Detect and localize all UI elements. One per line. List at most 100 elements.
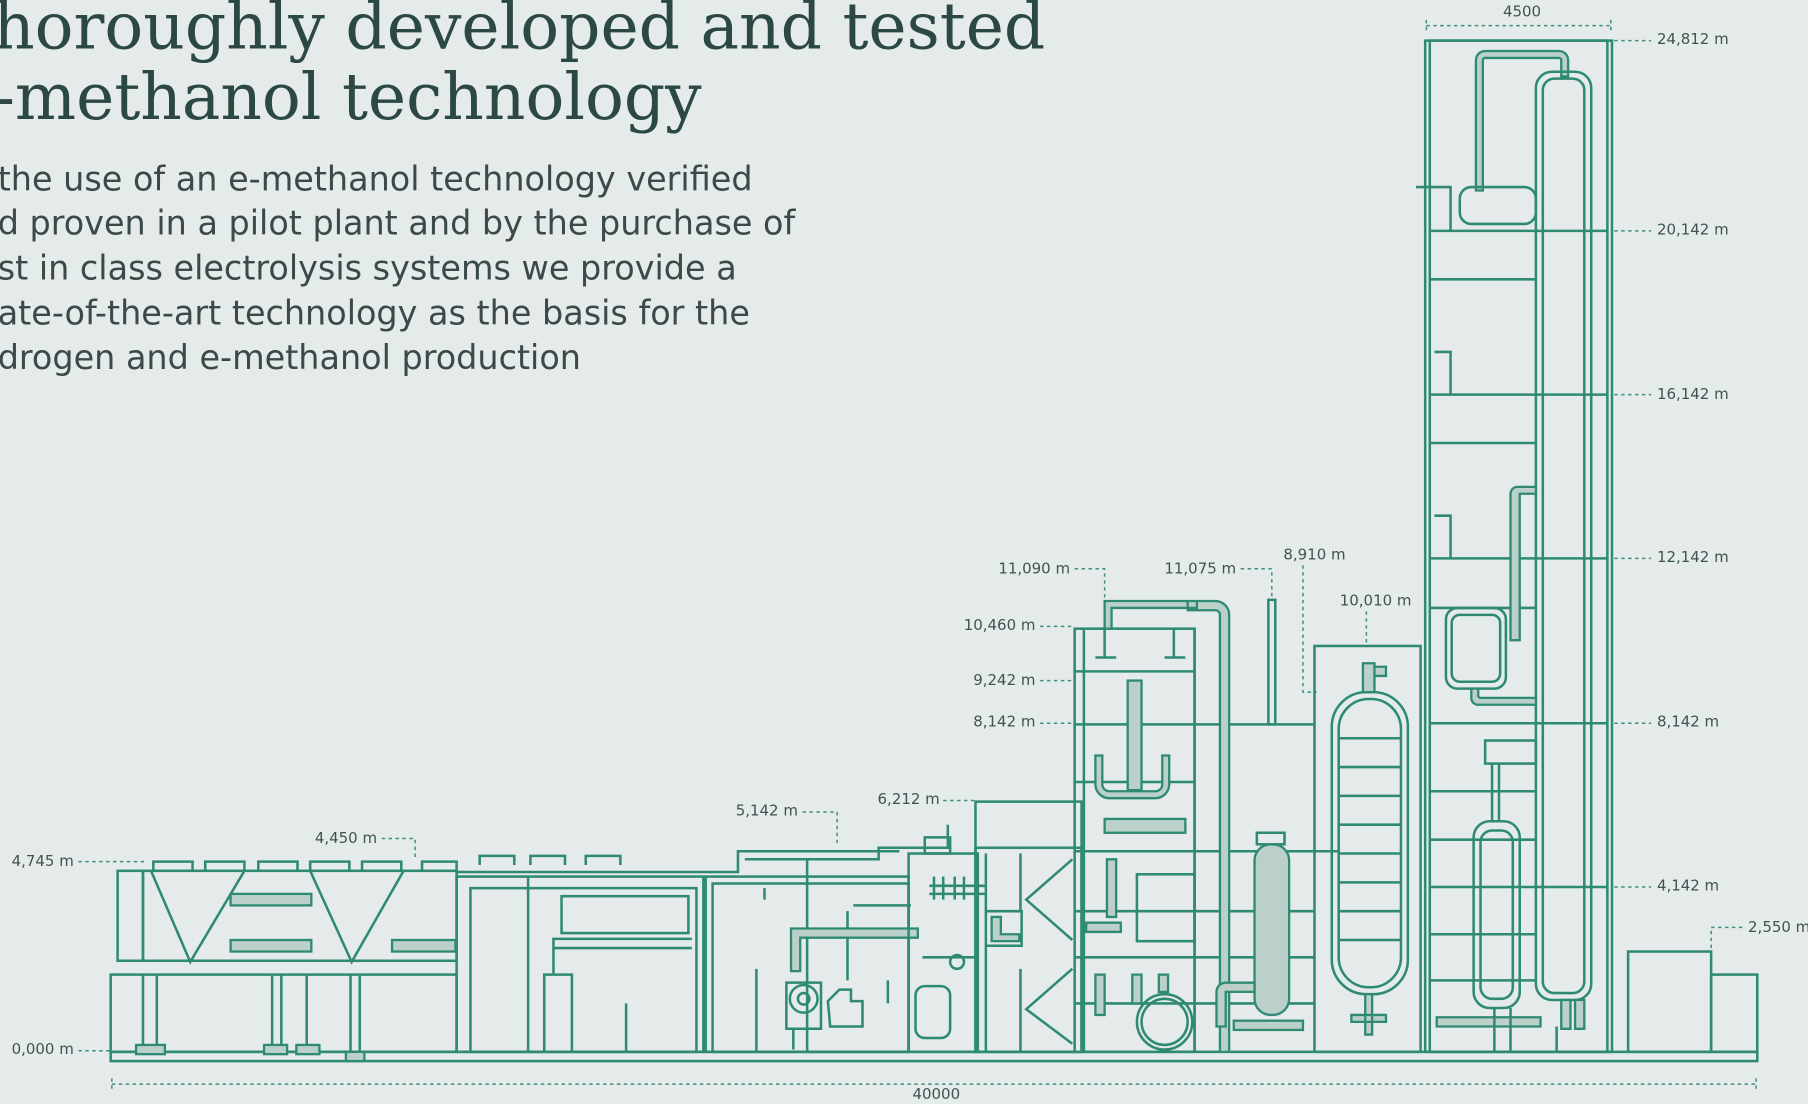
plant-outline xyxy=(1626,950,1713,1054)
plant-outline xyxy=(134,1043,167,1056)
plant-outline xyxy=(789,927,919,973)
dimension-label: 8,142 m xyxy=(973,713,1035,731)
dimension-leader xyxy=(1074,565,1368,693)
plant-outline xyxy=(1094,754,1171,800)
dimension-label: 20,142 m xyxy=(1657,220,1729,238)
plant-outline xyxy=(1490,763,1501,822)
plant-outline xyxy=(1428,39,1609,1054)
plant-outline xyxy=(788,983,819,1014)
dimension-label: 2,550 m xyxy=(1748,918,1808,936)
plant-outline xyxy=(1255,831,1286,846)
dimension-leader xyxy=(1614,39,1652,888)
plant-outline xyxy=(262,1043,289,1056)
dimension-label: 4,745 m xyxy=(12,852,74,870)
plant-outline xyxy=(1338,736,1401,942)
dimension-label: 11,090 m xyxy=(998,559,1070,577)
plant-outline xyxy=(948,953,966,971)
plant-outline xyxy=(914,984,952,1040)
plant-outline xyxy=(1435,998,1586,1030)
plant-outline xyxy=(344,1050,366,1063)
dimension-leader xyxy=(78,19,1757,1090)
plant-outline xyxy=(295,1043,321,1056)
plant-outline xyxy=(1474,49,1570,192)
dimension-label: 12,142 m xyxy=(1657,548,1729,566)
dimension-label: 10,460 m xyxy=(964,616,1036,634)
plant-outline xyxy=(1337,697,1403,989)
plant-outline xyxy=(1472,819,1522,1010)
plant-outline xyxy=(1313,644,1422,1054)
plant-outline xyxy=(990,915,1021,943)
plant-outline xyxy=(1215,981,1256,1028)
plant-outline xyxy=(744,824,950,1052)
heading-line: -methanol technology xyxy=(0,60,702,135)
plant-outline xyxy=(922,876,988,959)
dimension-label: 9,242 m xyxy=(973,671,1035,689)
plant-outline xyxy=(390,938,457,953)
intro-line: the use of an e-methanol technology veri… xyxy=(0,160,753,199)
plant-outline xyxy=(1135,873,1196,943)
plant-outline xyxy=(1458,185,1538,226)
dimension-label: 8,910 m xyxy=(1283,545,1345,563)
plant-outline xyxy=(923,836,952,855)
heading-line: horoughly developed and tested xyxy=(0,0,1045,65)
plant-outline xyxy=(711,882,910,1054)
dimension-leader xyxy=(1710,926,1744,949)
intro-line: d proven in a pilot plant and by the pur… xyxy=(0,203,796,242)
plant-outline xyxy=(1541,77,1586,995)
plant-outline xyxy=(1267,598,1277,726)
plant-outline xyxy=(1126,679,1143,792)
plant-outline xyxy=(542,937,692,1052)
heading: horoughly developed and tested -methanol… xyxy=(0,0,1045,135)
plant-outline xyxy=(1103,817,1187,834)
plant-outline xyxy=(456,849,900,874)
plant-outline xyxy=(116,869,145,963)
dimension-label: 4500 xyxy=(1503,2,1541,20)
plant-outline xyxy=(1470,485,1538,706)
plant-outline xyxy=(469,886,698,1054)
plant-outline xyxy=(1135,992,1194,1051)
plant-outline xyxy=(1479,829,1515,1001)
plant-outline xyxy=(1415,185,1452,559)
plant-outline xyxy=(796,991,811,1006)
dimension-label: 4,450 m xyxy=(315,829,377,847)
plant-outline xyxy=(1709,973,1759,1054)
plant-outline xyxy=(152,860,458,871)
plant-outline xyxy=(1350,662,1388,1036)
plant-outline xyxy=(560,894,690,935)
dimension-label: 11,075 m xyxy=(1164,559,1236,577)
intro: the use of an e-methanol technology veri… xyxy=(0,160,796,378)
dimension-label: 6,212 m xyxy=(878,790,940,808)
dimension-label: 10,010 m xyxy=(1340,592,1412,610)
dimension-leader xyxy=(1425,19,1612,32)
plant-outline xyxy=(455,875,705,1054)
dimension-label: 16,142 m xyxy=(1657,385,1729,403)
intro-line: st in class electrolysis systems we prov… xyxy=(0,248,737,287)
plant-outline xyxy=(1253,843,1291,1017)
dimension-label: 5,142 m xyxy=(736,801,798,819)
dimension-label: 40000 xyxy=(912,1085,960,1103)
dimension-label: 0,000 m xyxy=(12,1040,74,1058)
plant-outline xyxy=(1232,1019,1305,1032)
plant-outline xyxy=(1534,70,1593,1002)
plant-outline xyxy=(109,973,458,1054)
plant-outline xyxy=(229,938,313,953)
plant-outline xyxy=(229,892,313,907)
plant-drawing xyxy=(109,39,1759,1063)
plant-outline xyxy=(1140,997,1189,1047)
plant-outline xyxy=(149,870,405,965)
intro-line: drogen and e-methanol production xyxy=(0,338,581,377)
intro-line: ate-of-the-art technology as the basis f… xyxy=(0,293,750,332)
plant-outline xyxy=(526,876,628,1052)
plant-outline xyxy=(1074,628,1338,1052)
dimension-labels: 4500 24,812 m 20,142 m 16,142 m 12,142 m 8,14… xyxy=(12,2,1808,1103)
plant-outline xyxy=(1450,613,1502,683)
dimension-leader xyxy=(78,625,1073,1052)
plant-outline xyxy=(141,974,362,1052)
plant-outline xyxy=(984,853,1074,1052)
plant-outline xyxy=(1444,606,1508,690)
plant-outline xyxy=(1095,628,1186,659)
dimension-leader xyxy=(111,1078,1757,1090)
plant-outline xyxy=(1085,858,1170,1017)
